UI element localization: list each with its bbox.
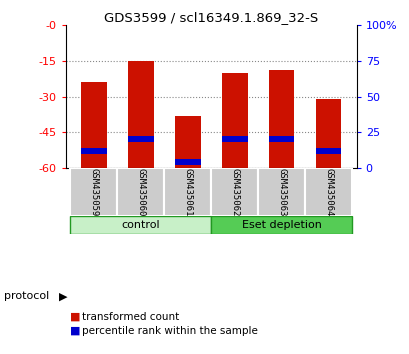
Bar — [128, 136, 153, 142]
Text: transformed count: transformed count — [82, 312, 179, 322]
Text: percentile rank within the sample: percentile rank within the sample — [82, 326, 257, 336]
Text: GSM435064: GSM435064 — [323, 168, 332, 216]
Bar — [117, 168, 164, 216]
Text: Eset depletion: Eset depletion — [241, 220, 321, 230]
Bar — [81, 82, 106, 168]
Text: GSM435061: GSM435061 — [183, 168, 192, 216]
Text: ■: ■ — [70, 312, 80, 322]
Bar — [221, 73, 247, 168]
Text: protocol: protocol — [4, 291, 49, 301]
Title: GDS3599 / scl16349.1.869_32-S: GDS3599 / scl16349.1.869_32-S — [104, 11, 317, 24]
Bar — [164, 168, 211, 216]
Text: control: control — [121, 220, 160, 230]
Bar — [174, 116, 200, 168]
Bar — [128, 61, 153, 168]
Bar — [211, 168, 258, 216]
Bar — [70, 168, 117, 216]
Text: GSM435059: GSM435059 — [89, 168, 98, 216]
Bar — [268, 136, 294, 142]
Text: ▶: ▶ — [59, 292, 68, 302]
Text: GSM435062: GSM435062 — [229, 168, 238, 216]
Bar — [258, 168, 304, 216]
Bar — [268, 70, 294, 168]
Bar — [211, 216, 351, 234]
Text: GSM435060: GSM435060 — [136, 168, 145, 216]
Bar — [174, 159, 200, 165]
Bar — [315, 99, 341, 168]
Bar — [221, 136, 247, 142]
Bar — [81, 148, 106, 154]
Text: GSM435063: GSM435063 — [276, 168, 285, 216]
Bar — [304, 168, 351, 216]
Bar — [70, 216, 211, 234]
Text: ■: ■ — [70, 326, 80, 336]
Bar — [315, 148, 341, 154]
